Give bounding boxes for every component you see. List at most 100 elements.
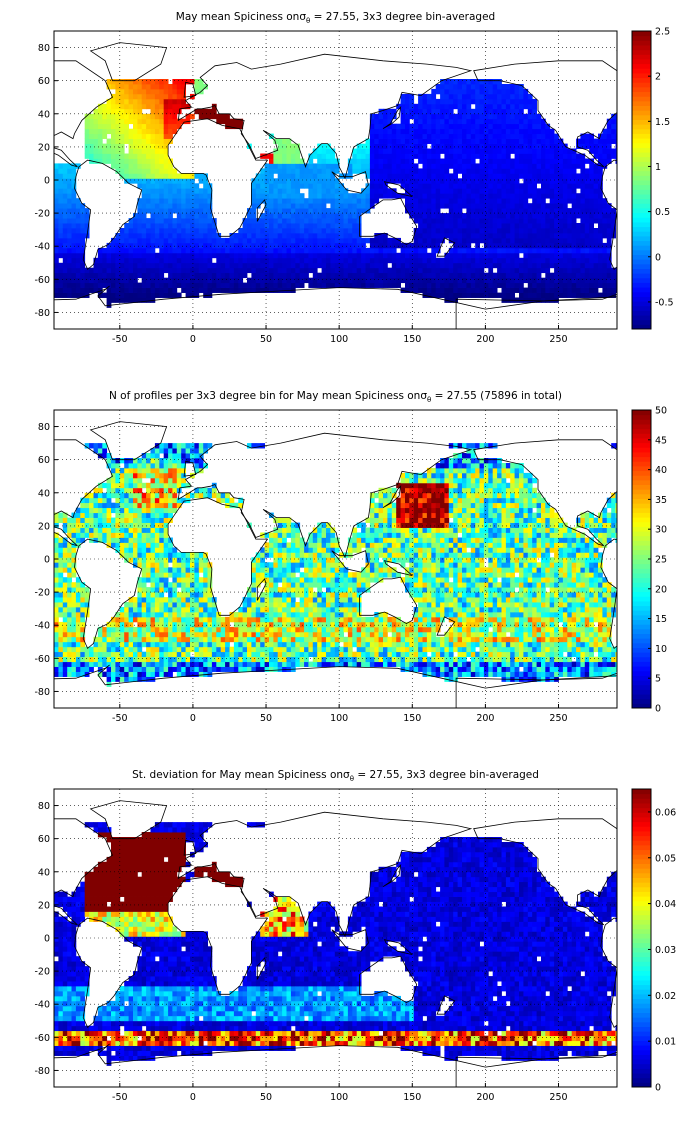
heatmap-cell bbox=[431, 173, 437, 179]
heatmap-cell bbox=[483, 262, 489, 269]
heatmap-cell bbox=[154, 532, 160, 538]
heatmap-cell bbox=[584, 213, 590, 219]
heatmap-cell bbox=[111, 517, 116, 523]
heatmap-cell bbox=[211, 103, 217, 110]
heatmap-cell bbox=[330, 183, 336, 189]
heatmap-cell bbox=[347, 257, 353, 264]
heatmap-cell bbox=[488, 103, 494, 110]
heatmap-cell bbox=[567, 223, 573, 229]
heatmap-cell bbox=[181, 183, 186, 189]
heatmap-cell bbox=[326, 272, 331, 279]
heatmap-cell bbox=[58, 562, 64, 568]
heatmap-cell bbox=[483, 98, 489, 105]
heatmap-cell bbox=[475, 93, 480, 100]
heatmap-cell bbox=[80, 651, 86, 658]
heatmap-cell bbox=[554, 272, 559, 279]
colorbar-segment bbox=[632, 217, 651, 223]
heatmap-cell bbox=[347, 272, 353, 279]
heatmap-cell bbox=[277, 277, 283, 284]
heatmap-cell bbox=[431, 108, 437, 115]
heatmap-cell bbox=[431, 237, 437, 244]
heatmap-cell bbox=[304, 198, 309, 204]
y-tick-label: -20 bbox=[34, 209, 50, 220]
heatmap-cell bbox=[523, 123, 529, 130]
heatmap-cell bbox=[444, 108, 450, 115]
heatmap-cell bbox=[492, 88, 498, 95]
heatmap-cell bbox=[554, 257, 559, 264]
heatmap-cell bbox=[510, 163, 515, 169]
heatmap-cell bbox=[75, 587, 81, 593]
heatmap-cell bbox=[519, 247, 524, 254]
heatmap-cell bbox=[589, 188, 594, 194]
heatmap-cell bbox=[115, 537, 121, 543]
heatmap-cell bbox=[593, 148, 599, 154]
heatmap-cell bbox=[111, 641, 116, 648]
heatmap-cell bbox=[286, 247, 292, 254]
heatmap-cell bbox=[106, 257, 112, 264]
heatmap-cell bbox=[159, 247, 165, 254]
heatmap-cell bbox=[334, 168, 340, 174]
heatmap-cell bbox=[286, 218, 292, 224]
heatmap-cell bbox=[67, 262, 72, 269]
heatmap-cell bbox=[260, 237, 265, 244]
heatmap-cell bbox=[562, 247, 568, 254]
heatmap-cell bbox=[111, 247, 116, 254]
heatmap-cell bbox=[260, 282, 265, 288]
heatmap-cell bbox=[440, 282, 445, 288]
heatmap-cell bbox=[84, 646, 90, 653]
heatmap-cell bbox=[576, 247, 581, 254]
heatmap-cell bbox=[347, 158, 353, 164]
heatmap-cell bbox=[523, 148, 529, 154]
heatmap-cell bbox=[598, 277, 603, 284]
heatmap-cell bbox=[93, 128, 99, 135]
heatmap-cell bbox=[75, 646, 81, 653]
heatmap-cell bbox=[62, 552, 68, 558]
heatmap-cell bbox=[176, 118, 182, 125]
colorbar-segment bbox=[632, 263, 651, 269]
heatmap-cell bbox=[532, 118, 537, 125]
heatmap-cell bbox=[185, 287, 191, 293]
heatmap-cell bbox=[124, 297, 129, 303]
heatmap-cell bbox=[111, 636, 116, 643]
heatmap-cell bbox=[264, 262, 270, 269]
heatmap-cell bbox=[159, 482, 165, 489]
colorbar-segment bbox=[632, 259, 651, 265]
heatmap-cell bbox=[181, 252, 186, 259]
heatmap-cell bbox=[168, 93, 173, 100]
heatmap-cell bbox=[146, 458, 151, 464]
heatmap-cell bbox=[532, 218, 537, 224]
heatmap-cell bbox=[356, 148, 362, 154]
heatmap-cell bbox=[479, 267, 485, 274]
heatmap-cell bbox=[453, 138, 458, 144]
heatmap-cell bbox=[361, 158, 366, 164]
heatmap-cell bbox=[378, 153, 384, 159]
heatmap-cell bbox=[405, 247, 410, 254]
heatmap-cell bbox=[62, 602, 68, 608]
heatmap-cell bbox=[286, 262, 292, 269]
heatmap-cell bbox=[203, 183, 208, 189]
heatmap-cell bbox=[505, 183, 511, 189]
heatmap-cell bbox=[413, 247, 419, 254]
heatmap-cell bbox=[58, 242, 64, 249]
heatmap-cell bbox=[102, 502, 108, 509]
heatmap-cell bbox=[141, 183, 147, 189]
heatmap-cell bbox=[124, 552, 129, 558]
heatmap-cell bbox=[352, 158, 358, 164]
heatmap-cell bbox=[71, 607, 77, 613]
heatmap-cell bbox=[391, 138, 397, 144]
heatmap-cell bbox=[453, 262, 458, 269]
heatmap-cell bbox=[150, 482, 156, 489]
heatmap-cell bbox=[326, 158, 331, 164]
heatmap-cell bbox=[422, 228, 428, 234]
heatmap-cell bbox=[80, 502, 86, 509]
heatmap-cell bbox=[58, 252, 64, 259]
heatmap-cell bbox=[466, 88, 472, 95]
heatmap-cell bbox=[97, 272, 103, 279]
heatmap-cell bbox=[365, 173, 371, 179]
heatmap-cell bbox=[84, 123, 90, 130]
heatmap-cell bbox=[527, 193, 533, 199]
heatmap-cell bbox=[71, 223, 77, 229]
heatmap-cell bbox=[409, 247, 415, 254]
heatmap-cell bbox=[321, 277, 327, 284]
heatmap-cell bbox=[163, 158, 169, 164]
